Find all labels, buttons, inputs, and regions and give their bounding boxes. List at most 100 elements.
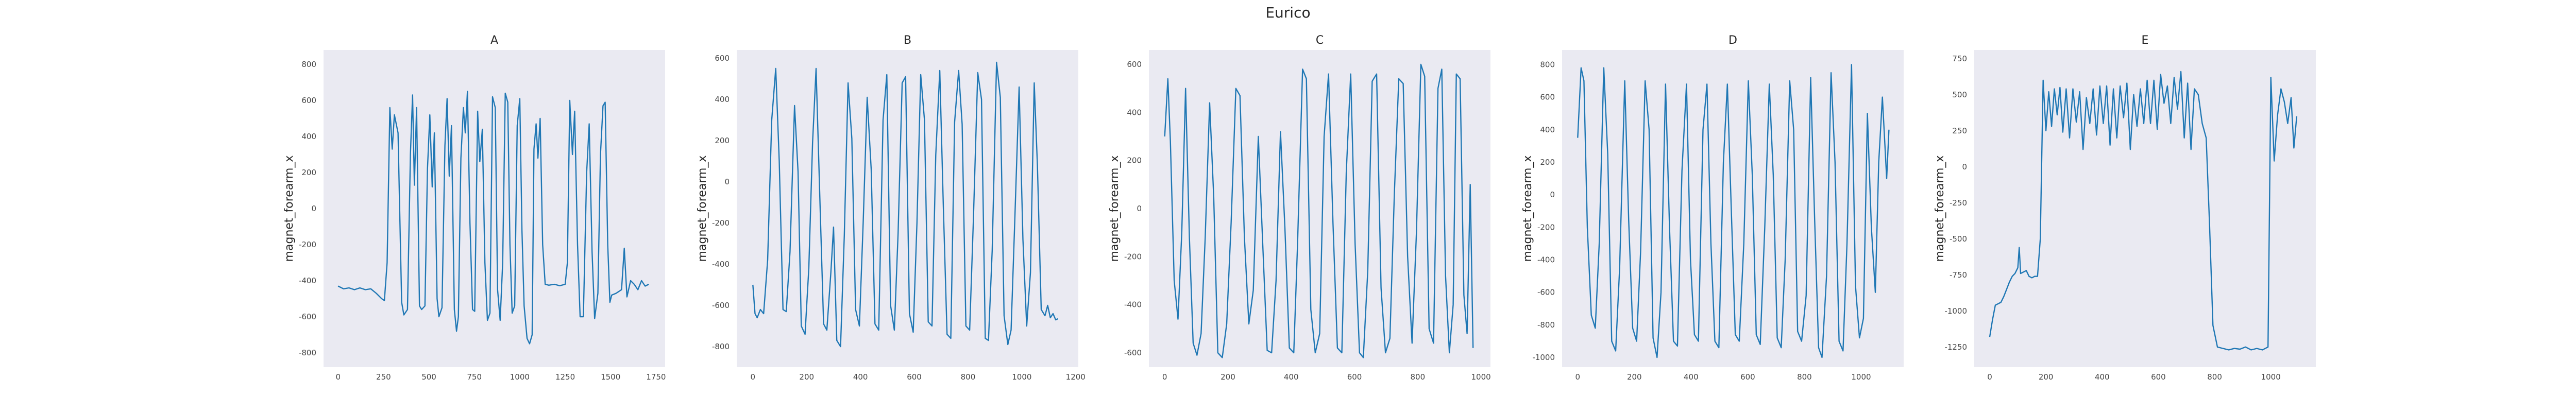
y-tick-label: -400 [1124, 300, 1142, 310]
y-tick-label: 400 [1127, 108, 1142, 117]
x-tick-label: 800 [2207, 372, 2222, 382]
y-tick-label: -500 [1950, 234, 1967, 244]
x-tick-label: 200 [2039, 372, 2054, 382]
x-tick-label: 1000 [2261, 372, 2281, 382]
y-axis-label: magnet_forearm_x [283, 156, 296, 262]
y-tick-label: -600 [1537, 288, 1555, 297]
x-tick-label: 200 [1627, 372, 1642, 382]
x-tick-label: 400 [1284, 372, 1299, 382]
subplot-title: B [904, 34, 911, 47]
x-tick-label: 400 [853, 372, 868, 382]
y-axis-label: magnet_forearm_x [1521, 156, 1534, 262]
series-line [1577, 64, 1890, 358]
y-tick-label: -750 [1950, 270, 1967, 280]
y-tick-label: 0 [1962, 162, 1967, 171]
x-tick-label: 1750 [646, 372, 666, 382]
series-line [337, 91, 649, 345]
y-tick-label: -1000 [1532, 353, 1555, 362]
x-tick-label: 600 [1347, 372, 1362, 382]
y-tick-label: 600 [1127, 60, 1142, 69]
y-tick-label: 0 [311, 204, 316, 213]
y-tick-label: -400 [712, 260, 730, 269]
y-axis-label: magnet_forearm_x [1934, 156, 1946, 262]
y-tick-label: -250 [1950, 198, 1967, 208]
y-tick-label: -800 [299, 348, 316, 357]
x-tick-label: 1500 [601, 372, 620, 382]
y-axis-label: magnet_forearm_x [696, 156, 709, 262]
series-line [1164, 63, 1474, 358]
x-tick-label: 1250 [555, 372, 575, 382]
subplot-title: E [2142, 34, 2149, 47]
y-tick-label: -200 [1537, 222, 1555, 232]
y-tick-label: 600 [715, 54, 730, 63]
subplot-title: D [1728, 34, 1737, 47]
y-tick-label: 800 [1540, 60, 1555, 69]
x-tick-label: 750 [467, 372, 482, 382]
y-tick-label: 0 [1550, 190, 1555, 199]
y-tick-label: 400 [715, 95, 730, 104]
y-tick-label: -800 [1537, 320, 1555, 330]
x-tick-label: 400 [1684, 372, 1699, 382]
y-tick-label: 200 [715, 136, 730, 145]
x-tick-label: 600 [907, 372, 922, 382]
x-tick-label: 250 [376, 372, 391, 382]
y-tick-label: -600 [712, 301, 730, 310]
plot-area [1562, 50, 1904, 367]
y-tick-label: 200 [301, 168, 316, 177]
y-tick-label: -600 [299, 312, 316, 321]
y-tick-label: -400 [299, 276, 316, 285]
x-tick-label: 1000 [510, 372, 530, 382]
x-tick-label: 1000 [1012, 372, 1031, 382]
x-tick-label: 500 [421, 372, 436, 382]
x-tick-label: 200 [1221, 372, 1235, 382]
y-tick-label: -1000 [1944, 306, 1967, 316]
x-tick-label: 0 [1575, 372, 1580, 382]
figure-title: Eurico [1265, 4, 1310, 21]
y-tick-label: 400 [1540, 125, 1555, 134]
x-tick-label: 1000 [1471, 372, 1490, 382]
x-tick-label: 800 [1410, 372, 1425, 382]
y-tick-label: -600 [1124, 348, 1142, 357]
y-tick-label: 800 [301, 60, 316, 69]
x-tick-label: 200 [799, 372, 814, 382]
y-tick-label: 400 [301, 132, 316, 141]
x-tick-label: 600 [1740, 372, 1755, 382]
x-tick-label: 1200 [1066, 372, 1086, 382]
y-axis-label: magnet_forearm_x [1108, 156, 1121, 262]
y-tick-label: 0 [1137, 204, 1142, 213]
y-tick-label: 250 [1952, 126, 1967, 135]
y-tick-label: 0 [724, 177, 730, 186]
y-tick-label: 500 [1952, 90, 1967, 99]
plot-area [324, 50, 665, 367]
x-tick-label: 400 [2095, 372, 2110, 382]
y-tick-label: -200 [1124, 252, 1142, 261]
y-tick-label: -400 [1537, 255, 1555, 265]
series-line [1989, 71, 2298, 351]
y-tick-label: 200 [1127, 156, 1142, 165]
x-tick-label: 0 [751, 372, 756, 382]
x-tick-label: 800 [1797, 372, 1812, 382]
y-tick-label: -200 [712, 218, 730, 228]
y-tick-label: 750 [1952, 54, 1967, 63]
series-line [752, 61, 1058, 348]
plot-area [1974, 50, 2316, 367]
subplot-title: C [1316, 34, 1324, 47]
x-tick-label: 0 [1162, 372, 1167, 382]
x-tick-label: 0 [1987, 372, 1992, 382]
y-tick-label: 200 [1540, 158, 1555, 167]
x-tick-label: 0 [335, 372, 341, 382]
y-tick-label: -800 [712, 342, 730, 351]
y-tick-label: -200 [299, 240, 316, 249]
subplot-title: A [490, 34, 498, 47]
y-tick-label: -1250 [1944, 342, 1967, 352]
x-tick-label: 800 [961, 372, 976, 382]
y-tick-label: 600 [1540, 93, 1555, 102]
x-tick-label: 600 [2151, 372, 2166, 382]
x-tick-label: 1000 [1851, 372, 1871, 382]
